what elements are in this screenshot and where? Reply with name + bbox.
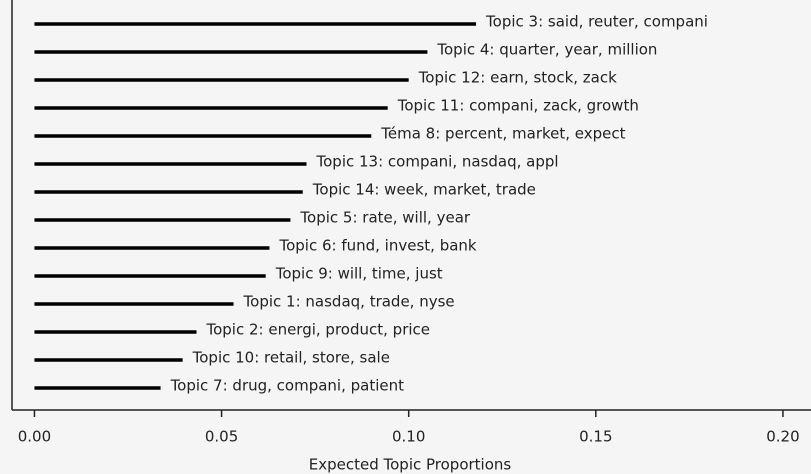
category-label: Topic 10: retail, store, sale bbox=[192, 349, 390, 367]
category-label: Topic 5: rate, will, year bbox=[299, 209, 470, 227]
x-tick-label: 0.05 bbox=[205, 428, 238, 446]
category-label: Topic 6: fund, invest, bank bbox=[278, 237, 476, 255]
category-label: Topic 12: earn, stock, zack bbox=[418, 69, 617, 87]
category-label: Topic 13: compani, nasdaq, appl bbox=[316, 153, 559, 171]
category-label: Téma 8: percent, market, expect bbox=[380, 125, 625, 143]
x-tick-label: 0.20 bbox=[766, 428, 799, 446]
category-label: Topic 2: energi, product, price bbox=[205, 321, 430, 339]
category-label: Topic 7: drug, compani, patient bbox=[170, 377, 405, 395]
x-axis-label: Expected Topic Proportions bbox=[309, 456, 512, 474]
x-tick-label: 0.10 bbox=[392, 428, 425, 446]
category-label: Topic 4: quarter, year, million bbox=[436, 41, 657, 59]
x-tick-label: 0.15 bbox=[579, 428, 612, 446]
x-tick-label: 0.00 bbox=[18, 428, 51, 446]
category-label: Topic 14: week, market, trade bbox=[312, 181, 536, 199]
category-label: Topic 11: compani, zack, growth bbox=[397, 97, 639, 115]
category-label: Topic 9: will, time, just bbox=[275, 265, 443, 283]
category-label: Topic 1: nasdaq, trade, nyse bbox=[243, 293, 455, 311]
category-label: Topic 3: said, reuter, compani bbox=[485, 13, 708, 31]
